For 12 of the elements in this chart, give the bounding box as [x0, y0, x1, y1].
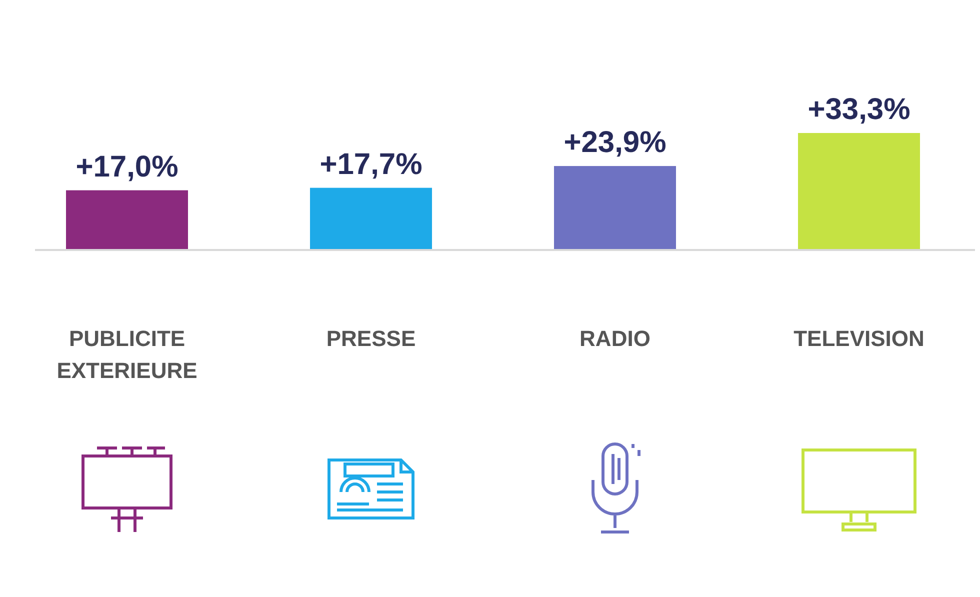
bar	[310, 188, 432, 250]
bar	[798, 133, 920, 250]
data-label: +23,9%	[564, 126, 666, 160]
data-label: +17,7%	[320, 148, 422, 181]
data-label: +17,0%	[76, 150, 178, 184]
bar	[66, 190, 188, 250]
x-tick-label: PRESSE	[326, 326, 416, 351]
x-tick-label: PUBLICITE EXTERIEURE	[56, 326, 198, 383]
x-tick-label: TELEVISION	[794, 326, 924, 351]
x-tick-label: RADIO	[580, 326, 650, 351]
bar	[554, 166, 676, 250]
data-label: +33,3%	[808, 93, 910, 126]
